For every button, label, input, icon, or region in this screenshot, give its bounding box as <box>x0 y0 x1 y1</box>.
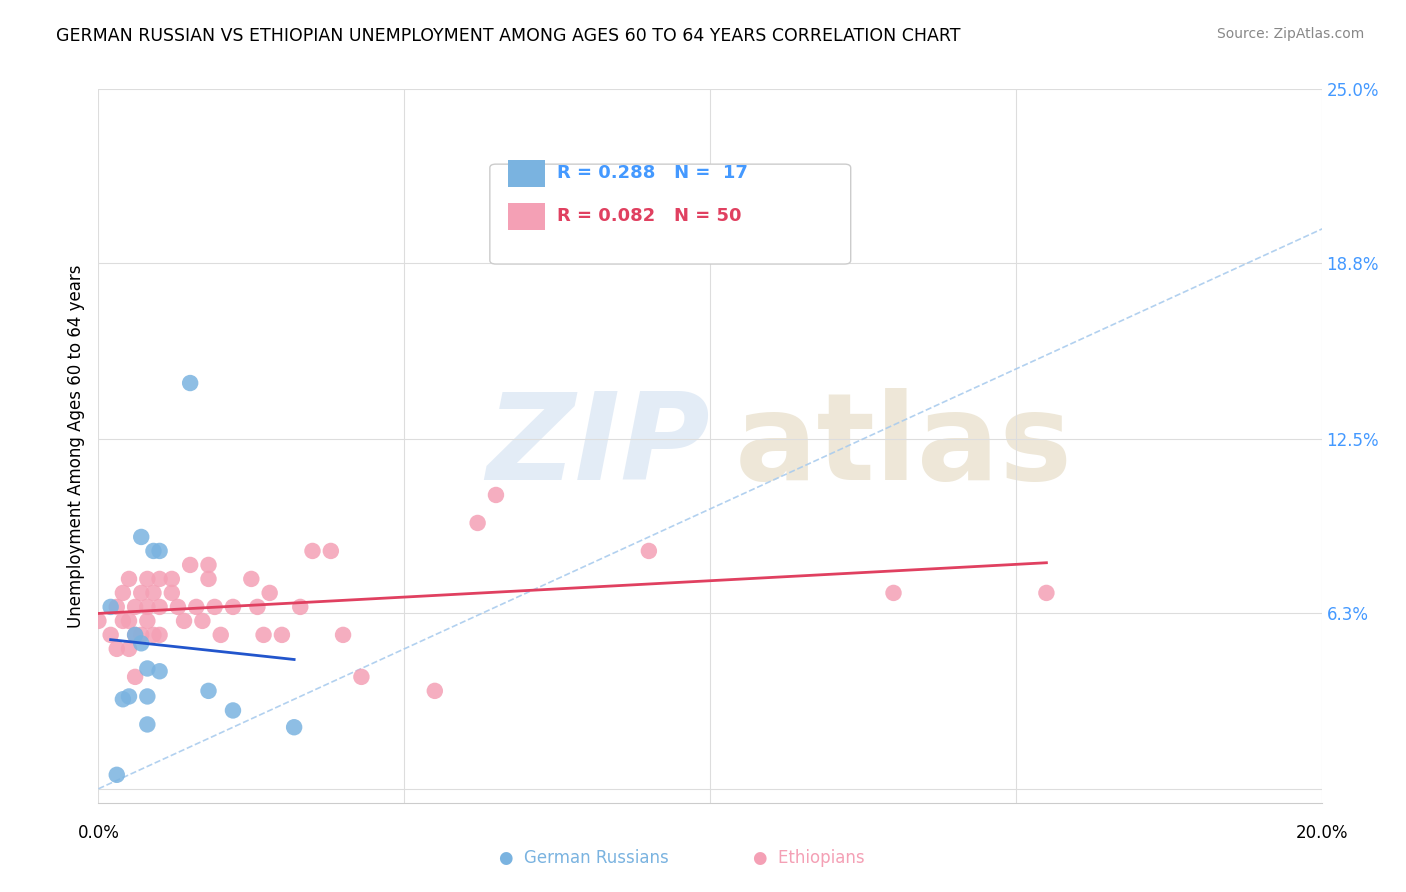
FancyBboxPatch shape <box>489 164 851 264</box>
Text: 0.0%: 0.0% <box>77 824 120 842</box>
FancyBboxPatch shape <box>508 202 546 230</box>
Point <box>319 544 342 558</box>
Point <box>467 516 489 530</box>
Point <box>105 768 128 782</box>
Point <box>222 703 245 717</box>
Point <box>179 558 201 572</box>
Point <box>136 599 159 614</box>
Text: ●  German Russians: ● German Russians <box>499 849 668 867</box>
Text: atlas: atlas <box>734 387 1073 505</box>
Point <box>118 572 141 586</box>
Point <box>149 628 172 642</box>
Point <box>118 641 141 656</box>
Point <box>118 614 141 628</box>
Point <box>191 614 214 628</box>
Point <box>186 599 208 614</box>
Point <box>142 628 165 642</box>
Point <box>179 376 201 390</box>
Point <box>142 586 165 600</box>
Point <box>129 628 152 642</box>
Point <box>124 628 146 642</box>
Point <box>111 586 134 600</box>
Point <box>149 665 172 679</box>
Text: ZIP: ZIP <box>486 387 710 505</box>
Point <box>240 572 263 586</box>
Text: GERMAN RUSSIAN VS ETHIOPIAN UNEMPLOYMENT AMONG AGES 60 TO 64 YEARS CORRELATION C: GERMAN RUSSIAN VS ETHIOPIAN UNEMPLOYMENT… <box>56 27 960 45</box>
Text: Source: ZipAtlas.com: Source: ZipAtlas.com <box>1216 27 1364 41</box>
Point <box>136 690 159 704</box>
Point <box>142 544 165 558</box>
Point <box>259 586 281 600</box>
Text: 20.0%: 20.0% <box>1295 824 1348 842</box>
Point <box>100 628 122 642</box>
Point <box>129 636 152 650</box>
Point <box>124 670 146 684</box>
Point <box>197 572 219 586</box>
Point <box>111 692 134 706</box>
Text: R = 0.082   N = 50: R = 0.082 N = 50 <box>557 207 741 225</box>
Point <box>149 572 172 586</box>
Point <box>124 599 146 614</box>
Point <box>332 628 354 642</box>
Point <box>270 628 292 642</box>
Point <box>173 614 195 628</box>
Point <box>1035 586 1057 600</box>
Point <box>883 586 905 600</box>
Point <box>87 614 110 628</box>
FancyBboxPatch shape <box>508 160 546 187</box>
Point <box>136 614 159 628</box>
Point <box>149 599 172 614</box>
Point <box>105 599 128 614</box>
Point <box>283 720 305 734</box>
Point <box>136 572 159 586</box>
Point <box>105 641 128 656</box>
Text: R = 0.288   N =  17: R = 0.288 N = 17 <box>557 164 748 182</box>
Point <box>209 628 232 642</box>
Point <box>246 599 269 614</box>
Point <box>160 572 183 586</box>
Point <box>197 684 219 698</box>
Point <box>124 628 146 642</box>
Point <box>350 670 373 684</box>
Point <box>167 599 190 614</box>
Point <box>485 488 508 502</box>
Point <box>160 586 183 600</box>
Point <box>111 614 134 628</box>
Point <box>197 558 219 572</box>
Y-axis label: Unemployment Among Ages 60 to 64 years: Unemployment Among Ages 60 to 64 years <box>66 264 84 628</box>
Point <box>136 717 159 731</box>
Point <box>290 599 312 614</box>
Point <box>637 544 661 558</box>
Point <box>204 599 226 614</box>
Point <box>301 544 323 558</box>
Point <box>129 530 152 544</box>
Point <box>423 684 446 698</box>
Point <box>100 599 122 614</box>
Text: ●  Ethiopians: ● Ethiopians <box>752 849 865 867</box>
Point <box>149 544 172 558</box>
Point <box>136 661 159 675</box>
Point <box>118 690 141 704</box>
Point <box>222 599 245 614</box>
Point <box>129 586 152 600</box>
Point <box>252 628 274 642</box>
